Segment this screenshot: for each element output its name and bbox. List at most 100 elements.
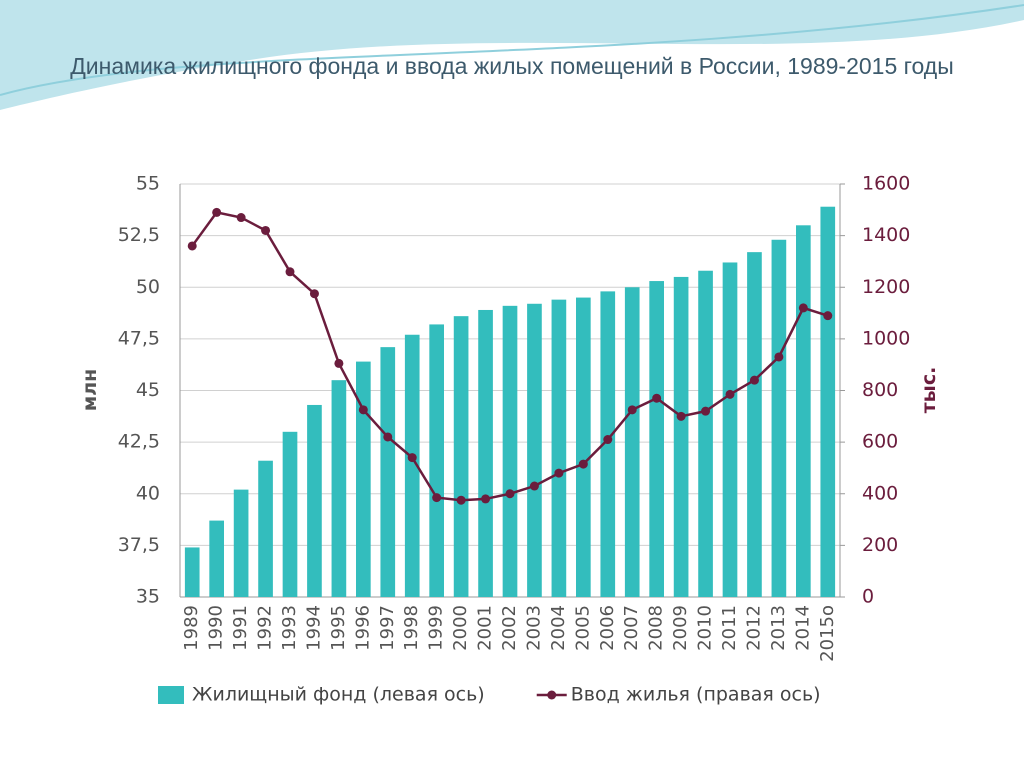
x-tick-label: 2001 xyxy=(475,605,496,651)
x-tick-label: 1997 xyxy=(377,605,398,651)
point xyxy=(383,432,393,442)
y2-tick-label: 400 xyxy=(862,482,898,504)
x-tick-label: 1991 xyxy=(230,605,251,651)
point xyxy=(212,207,222,217)
point xyxy=(481,494,491,504)
y-tick-label: 35 xyxy=(136,586,160,608)
x-tick-label: 1995 xyxy=(328,605,349,651)
x-tick-label: 1989 xyxy=(181,605,202,651)
point xyxy=(554,468,564,478)
y2-tick-label: 600 xyxy=(862,431,898,453)
x-tick-label: 2002 xyxy=(499,605,520,651)
point xyxy=(358,405,368,415)
point xyxy=(676,411,686,421)
x-tick-label: 1998 xyxy=(401,605,422,651)
x-tick-label: 1993 xyxy=(279,605,300,651)
bar xyxy=(747,252,762,597)
bar xyxy=(551,299,567,597)
bar xyxy=(331,380,347,597)
chart-title: Динамика жилищного фонда и ввода жилых п… xyxy=(70,53,954,79)
point xyxy=(285,267,295,277)
point xyxy=(187,241,197,251)
y2-tick-label: 1600 xyxy=(862,173,910,195)
x-tick-label: 2015о xyxy=(817,605,838,662)
y-tick-label: 52,5 xyxy=(118,224,160,246)
x-tick-label: 1992 xyxy=(255,605,276,651)
y-tick-label: 42,5 xyxy=(118,431,160,453)
bar xyxy=(478,309,493,597)
y-tick-label: 55 xyxy=(136,173,160,195)
legend-label: Ввод жилья (правая ось) xyxy=(571,684,821,706)
legend-label: Жилищный фонд (левая ось) xyxy=(192,684,485,706)
y2-axis-label: тыс. xyxy=(918,367,940,414)
point xyxy=(774,352,784,362)
bar xyxy=(233,489,249,597)
y2-tick-label: 200 xyxy=(862,534,898,556)
bar xyxy=(502,305,518,597)
point xyxy=(725,389,735,399)
point xyxy=(652,393,662,403)
y-tick-label: 47,5 xyxy=(118,327,160,349)
point xyxy=(407,453,417,463)
x-tick-label: 2005 xyxy=(572,605,593,651)
point xyxy=(334,358,344,368)
x-tick-label: 2000 xyxy=(450,605,471,651)
x-tick-label: 2009 xyxy=(670,605,691,651)
x-tick-label: 2011 xyxy=(719,605,740,651)
point xyxy=(749,375,759,385)
bar xyxy=(404,334,420,597)
point xyxy=(529,481,539,491)
x-tick-label: 1999 xyxy=(426,605,447,651)
x-tick-label: 2004 xyxy=(548,605,569,651)
y2-tick-label: 1400 xyxy=(862,224,910,246)
y-tick-label: 40 xyxy=(136,482,160,504)
point xyxy=(603,435,613,445)
x-tick-label: 2010 xyxy=(695,605,716,651)
bar xyxy=(453,316,469,597)
y2-tick-label: 0 xyxy=(862,586,874,608)
point xyxy=(798,303,808,313)
x-tick-label: 2003 xyxy=(523,605,544,651)
y-tick-label: 50 xyxy=(136,276,160,298)
point xyxy=(236,213,246,223)
bar xyxy=(209,520,224,597)
x-tick-label: 2007 xyxy=(621,605,642,651)
bar xyxy=(356,361,371,597)
x-tick-label: 1996 xyxy=(352,605,373,651)
bar xyxy=(771,239,787,597)
x-tick-label: 1994 xyxy=(303,605,324,651)
x-tick-label: 2012 xyxy=(743,605,764,651)
bar xyxy=(282,431,298,597)
point xyxy=(432,493,442,503)
point xyxy=(823,311,833,321)
legend-swatch-point xyxy=(547,690,557,700)
header-curve xyxy=(0,4,1024,96)
y-axis-label: млн xyxy=(79,369,101,412)
header-wave xyxy=(0,0,1024,110)
x-tick-label: 2008 xyxy=(646,605,667,651)
point xyxy=(505,489,515,499)
point xyxy=(309,289,319,299)
x-tick-label: 2014 xyxy=(792,605,813,651)
point xyxy=(578,459,588,469)
x-tick-label: 2006 xyxy=(597,605,618,651)
x-tick-label: 1990 xyxy=(206,605,227,651)
x-tick-label: 2013 xyxy=(768,605,789,651)
legend-swatch xyxy=(158,686,184,704)
point xyxy=(261,225,271,235)
point xyxy=(456,495,466,505)
bar xyxy=(698,270,713,597)
y2-tick-label: 800 xyxy=(862,379,898,401)
bar xyxy=(258,460,273,597)
bar xyxy=(820,206,836,597)
bar xyxy=(722,262,738,597)
bar xyxy=(796,225,811,598)
y-tick-label: 37,5 xyxy=(118,534,160,556)
point xyxy=(701,406,711,416)
y-tick-label: 45 xyxy=(136,379,160,401)
bar xyxy=(380,347,396,597)
bar xyxy=(673,276,689,597)
y2-tick-label: 1000 xyxy=(862,327,910,349)
